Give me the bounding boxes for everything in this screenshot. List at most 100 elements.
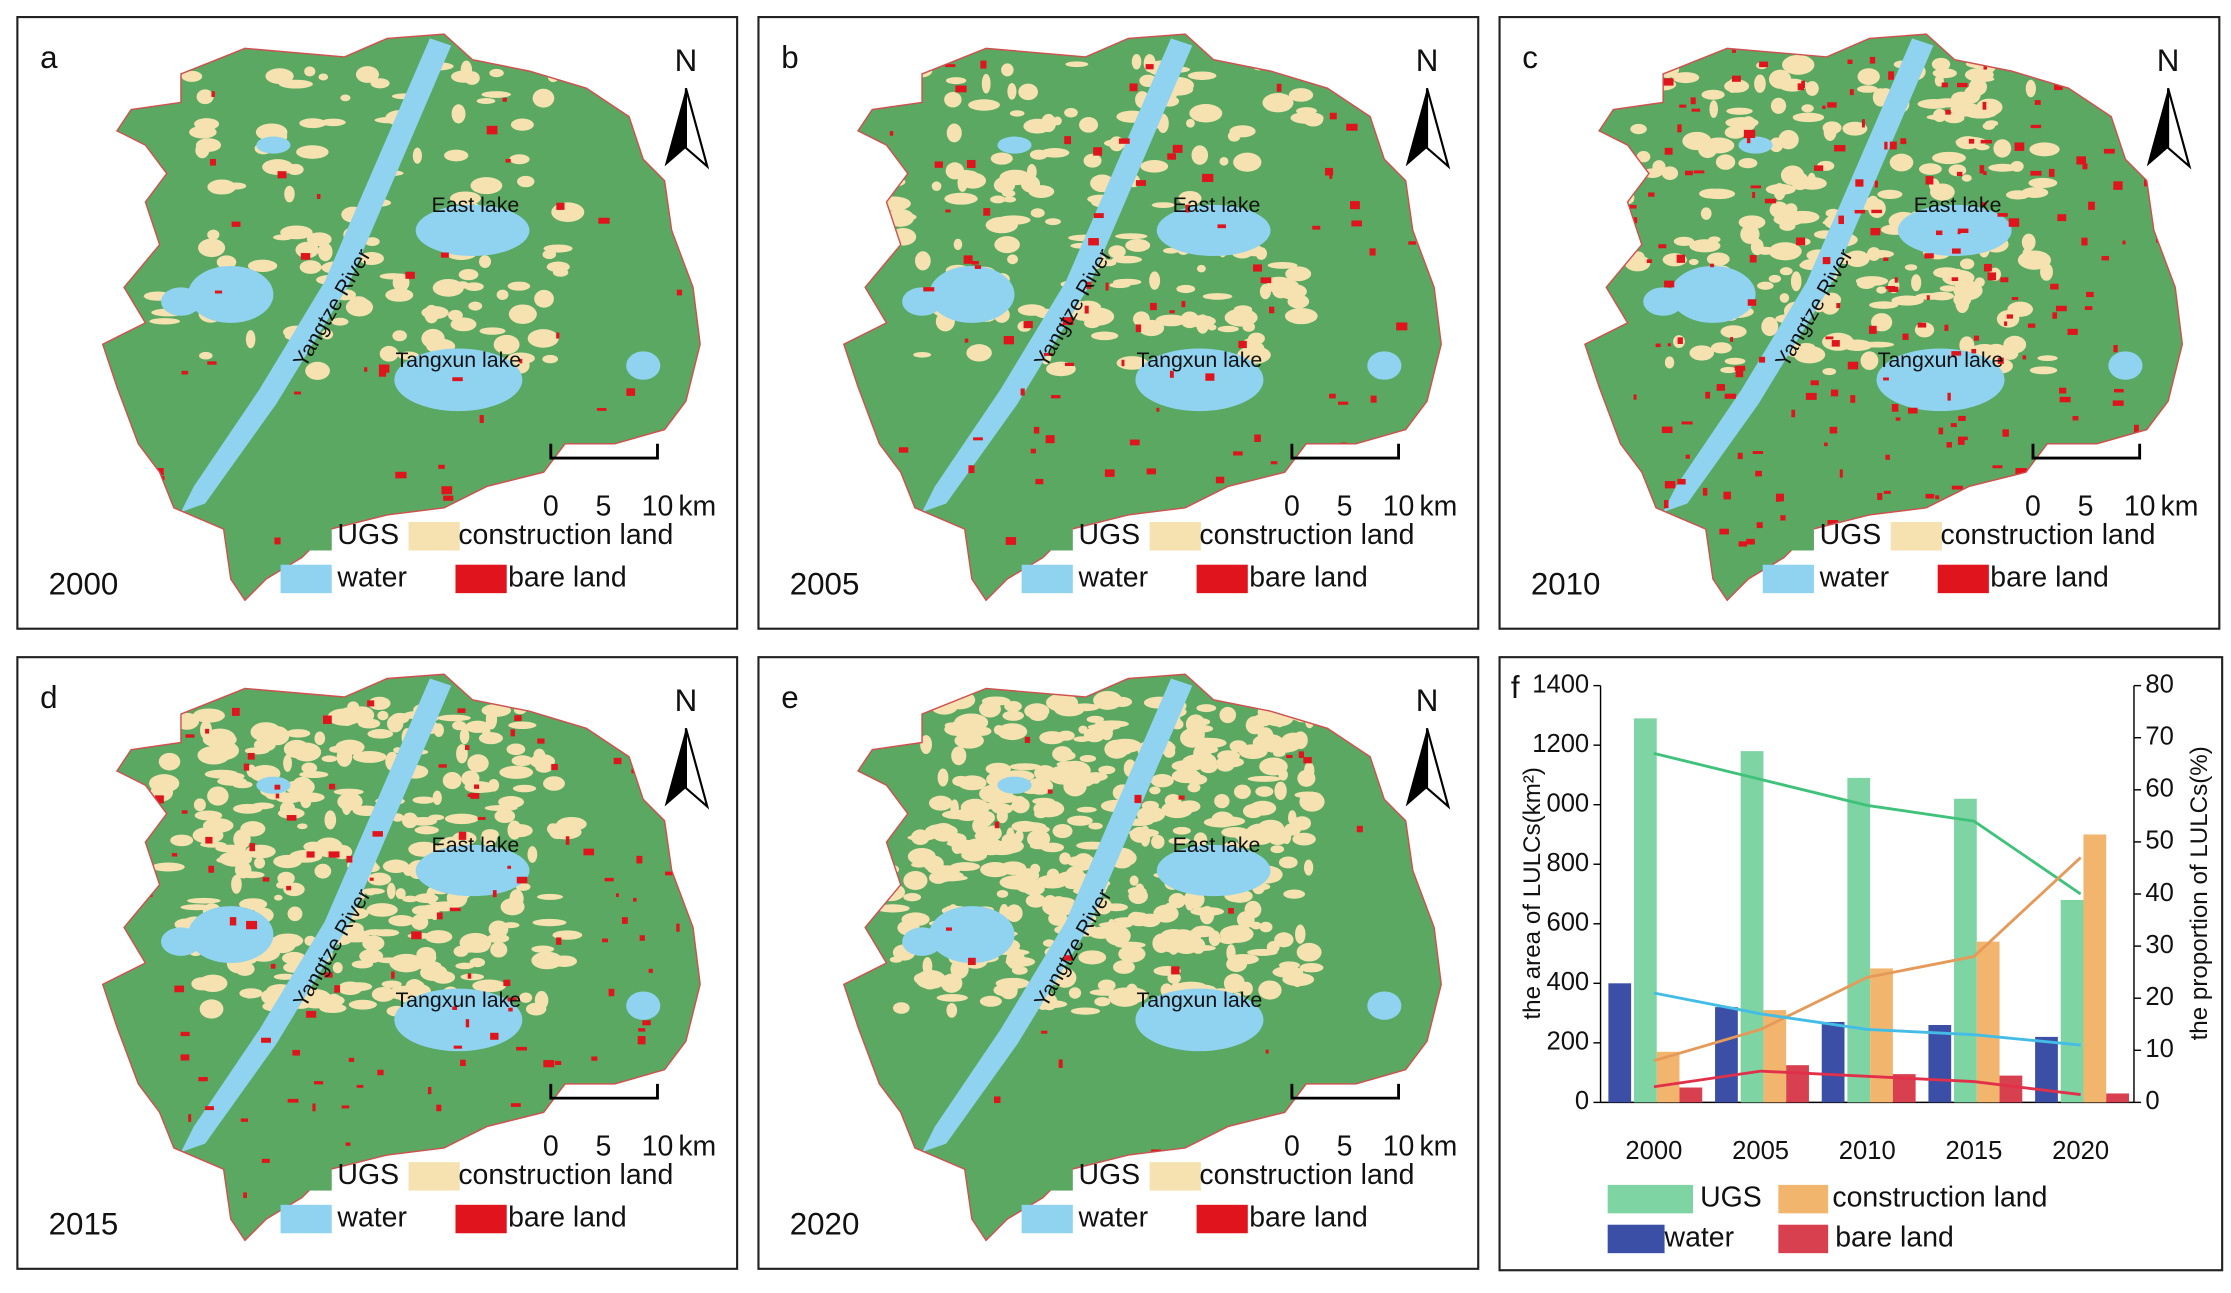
bare-patch xyxy=(1356,825,1363,833)
construction-patch xyxy=(903,871,928,890)
bare-patch xyxy=(551,763,558,771)
bare-patch xyxy=(2113,181,2123,190)
lake xyxy=(929,906,1015,963)
construction-patch xyxy=(1196,264,1206,273)
bare-patch xyxy=(1033,426,1040,434)
construction-patch xyxy=(1247,775,1282,782)
bare-patch xyxy=(1895,417,1901,421)
construction-patch xyxy=(1219,156,1229,166)
construction-patch xyxy=(299,118,327,129)
x-tick-label: 2020 xyxy=(2052,1137,2109,1165)
north-arrow xyxy=(664,728,686,807)
y-tick-label: 800 xyxy=(1546,849,1589,877)
construction-patch xyxy=(345,297,374,317)
bare-patch xyxy=(474,784,480,789)
construction-patch xyxy=(1042,897,1075,917)
bare-patch xyxy=(204,1106,214,1111)
bare-patch xyxy=(378,370,387,377)
construction-patch xyxy=(529,754,556,769)
bare-patch xyxy=(642,1020,651,1026)
legend-swatch xyxy=(280,1204,332,1234)
construction-patch xyxy=(543,776,565,791)
bare-patch xyxy=(1951,351,1962,356)
lake-label: East lake xyxy=(432,833,520,857)
lake-label: Tangxun lake xyxy=(1137,348,1263,372)
construction-patch xyxy=(532,918,567,927)
bare-patch xyxy=(2133,424,2139,433)
bare-patch xyxy=(1957,436,1965,445)
construction-patch xyxy=(903,892,922,902)
construction-patch xyxy=(1765,183,1796,195)
construction-patch xyxy=(1700,207,1712,220)
construction-patch xyxy=(1277,283,1307,300)
bare-patch xyxy=(1854,209,1866,214)
construction-patch xyxy=(1087,723,1121,731)
legend-swatch xyxy=(1021,522,1073,551)
construction-patch xyxy=(1740,224,1760,244)
bar xyxy=(1976,941,2000,1103)
x-tick-label: 2000 xyxy=(1625,1137,1682,1165)
construction-patch xyxy=(1131,53,1142,70)
bar xyxy=(1847,777,1871,1103)
legend-label: bare land xyxy=(508,561,627,593)
bare-patch xyxy=(1869,56,1876,64)
lake xyxy=(1156,844,1271,897)
scale-label: 10 xyxy=(1383,490,1415,522)
y-tick-label: 1200 xyxy=(1532,730,1589,758)
construction-patch xyxy=(901,912,930,927)
construction-patch xyxy=(1065,882,1082,890)
bare-patch xyxy=(1633,394,1637,400)
bare-patch xyxy=(626,388,636,396)
construction-patch xyxy=(262,159,294,175)
construction-patch xyxy=(348,999,377,1010)
construction-patch xyxy=(506,743,526,756)
bar xyxy=(1786,1065,1809,1103)
bare-patch xyxy=(1730,337,1734,342)
bare-patch xyxy=(460,1059,466,1067)
construction-patch xyxy=(1295,924,1306,944)
lake xyxy=(997,776,1032,794)
construction-patch xyxy=(412,796,436,804)
bare-patch xyxy=(1329,112,1337,120)
construction-patch xyxy=(332,962,343,974)
bare-patch xyxy=(1883,490,1891,494)
bare-patch xyxy=(2011,297,2019,300)
bare-patch xyxy=(1738,541,1747,547)
legend-swatch xyxy=(455,564,507,594)
construction-patch xyxy=(1003,196,1017,203)
bare-patch xyxy=(1408,241,1416,245)
bare-patch xyxy=(171,853,178,857)
construction-patch xyxy=(149,318,181,325)
construction-patch xyxy=(1819,294,1841,315)
bare-patch xyxy=(231,221,241,227)
construction-patch xyxy=(367,729,394,739)
bare-patch xyxy=(1370,395,1377,403)
bare-patch xyxy=(231,707,240,716)
construction-patch xyxy=(1720,325,1747,339)
construction-patch xyxy=(923,855,944,872)
construction-patch xyxy=(989,793,1019,804)
construction-patch xyxy=(1091,331,1119,341)
construction-patch xyxy=(265,68,294,84)
construction-patch xyxy=(466,783,499,793)
bare-patch xyxy=(1958,415,1966,421)
construction-patch xyxy=(1215,756,1245,768)
construction-patch xyxy=(1706,252,1730,266)
bare-patch xyxy=(1957,228,1969,233)
construction-patch xyxy=(1294,791,1321,799)
bare-patch xyxy=(243,763,250,771)
bare-patch xyxy=(1945,109,1951,115)
construction-patch xyxy=(336,747,353,767)
construction-patch xyxy=(1932,108,1947,123)
proportion-line xyxy=(1653,991,2081,1047)
bare-patch xyxy=(1755,470,1762,477)
construction-patch xyxy=(1267,262,1298,269)
construction-patch xyxy=(1196,704,1217,713)
y-tick-label: 600 xyxy=(1546,909,1589,937)
construction-patch xyxy=(1248,332,1265,345)
north-label: N xyxy=(1416,43,1439,78)
bare-patch xyxy=(1938,427,1944,435)
bare-patch xyxy=(1276,83,1282,92)
construction-patch xyxy=(1278,856,1298,869)
bare-patch xyxy=(1982,101,1987,110)
